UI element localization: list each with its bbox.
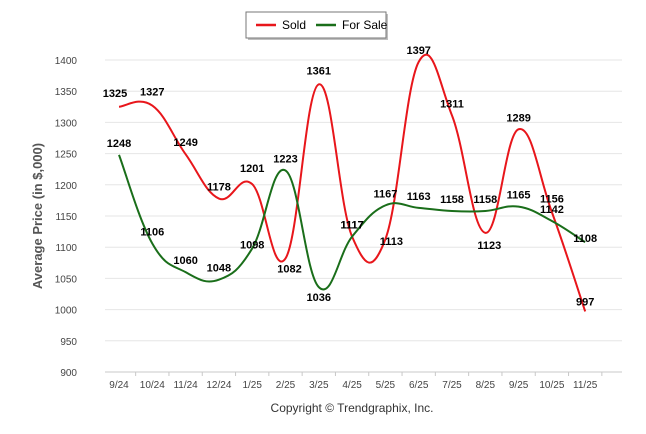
for-sale-data-label: 1036	[307, 292, 331, 304]
x-axis-ticks: 9/24 10/24 11/24 12/24 1/25 2/25 3/25 4/25 5/25 6…	[109, 372, 603, 391]
x-tick-label: 11/25	[573, 380, 598, 391]
y-tick-label: 900	[60, 368, 77, 379]
sold-data-label: 1397	[406, 45, 430, 57]
for-sale-data-label: 1117	[340, 220, 363, 232]
gridlines	[105, 59, 622, 373]
x-tick-label: 12/24	[206, 380, 231, 391]
sold-data-label: 1311	[440, 99, 464, 111]
sold-data-label: 1117	[340, 220, 363, 232]
for-sale-data-label: 1167	[373, 188, 397, 200]
y-tick-label: 950	[60, 337, 77, 348]
y-tick-label: 1050	[55, 274, 78, 285]
y-tick-label: 1400	[55, 56, 78, 67]
sold-data-label: 1082	[277, 263, 301, 275]
sold-data-label: 1156	[540, 193, 564, 205]
for-sale-data-label: 1098	[240, 239, 264, 251]
x-tick-label: 8/25	[476, 380, 496, 391]
for-sale-data-label: 1108	[573, 233, 597, 245]
y-tick-label: 1100	[55, 243, 77, 254]
sold-data-label: 1361	[307, 65, 331, 77]
y-tick-label: 1250	[55, 150, 78, 161]
series-line-for-sale	[118, 154, 586, 291]
x-tick-label: 2/25	[276, 380, 296, 391]
legend-forsale-label: For Sale	[342, 18, 388, 32]
sold-data-label: 1123	[477, 240, 501, 252]
y-axis-label: Average Price (in $,000)	[30, 143, 45, 289]
x-tick-label: 3/25	[309, 380, 329, 391]
copyright-footer: Copyright © Trendgraphix, Inc.	[271, 401, 434, 415]
y-tick-label: 1200	[55, 181, 78, 192]
for-sale-data-label: 1248	[107, 138, 131, 150]
for-sale-data-label: 1158	[473, 194, 497, 206]
x-tick-label: 9/25	[509, 380, 529, 391]
sold-data-label: 997	[576, 296, 594, 308]
for-sale-data-label: 1165	[507, 190, 531, 202]
x-tick-label: 9/24	[109, 380, 129, 391]
sold-data-label: 1201	[240, 163, 264, 175]
for-sale-data-label: 1223	[273, 153, 297, 165]
y-tick-label: 1350	[55, 87, 78, 98]
x-tick-label: 5/25	[376, 380, 396, 391]
x-tick-label: 11/24	[173, 380, 198, 391]
sold-data-label: 1325	[103, 88, 127, 100]
sold-data-label: 1289	[506, 112, 530, 124]
series-lines	[118, 53, 587, 312]
y-axis-ticks: 900 950 1000 1050 1100 1150 1200 1250 1300 1350 14…	[55, 56, 78, 379]
sold-data-label: 1113	[380, 236, 403, 248]
for-sale-data-label: 1163	[407, 191, 431, 203]
x-tick-label: 1/25	[242, 380, 262, 391]
x-tick-label: 7/25	[442, 380, 462, 391]
y-tick-label: 1300	[55, 118, 78, 129]
x-tick-label: 10/25	[539, 380, 564, 391]
legend: Sold For Sale	[245, 11, 388, 40]
for-sale-data-label: 1048	[207, 263, 231, 275]
sold-data-label: 1327	[140, 87, 164, 99]
legend-sold-label: Sold	[282, 18, 306, 32]
sold-data-label: 1249	[173, 137, 197, 149]
series-line-sold	[118, 53, 587, 312]
sold-data-label: 1178	[207, 182, 231, 194]
for-sale-data-label: 1060	[173, 255, 197, 267]
x-tick-label: 6/25	[409, 380, 429, 391]
x-tick-label: 10/24	[140, 380, 165, 391]
for-sale-data-label: 1158	[440, 194, 464, 206]
x-tick-label: 4/25	[342, 380, 362, 391]
y-tick-label: 1000	[55, 306, 78, 317]
for-sale-data-label: 1106	[140, 226, 164, 238]
for-sale-data-label: 1142	[540, 204, 564, 216]
y-tick-label: 1150	[55, 212, 77, 223]
data-labels: 1325 1327 1249 1178 1201 1082 1361 1117 1113 1397…	[103, 45, 597, 309]
